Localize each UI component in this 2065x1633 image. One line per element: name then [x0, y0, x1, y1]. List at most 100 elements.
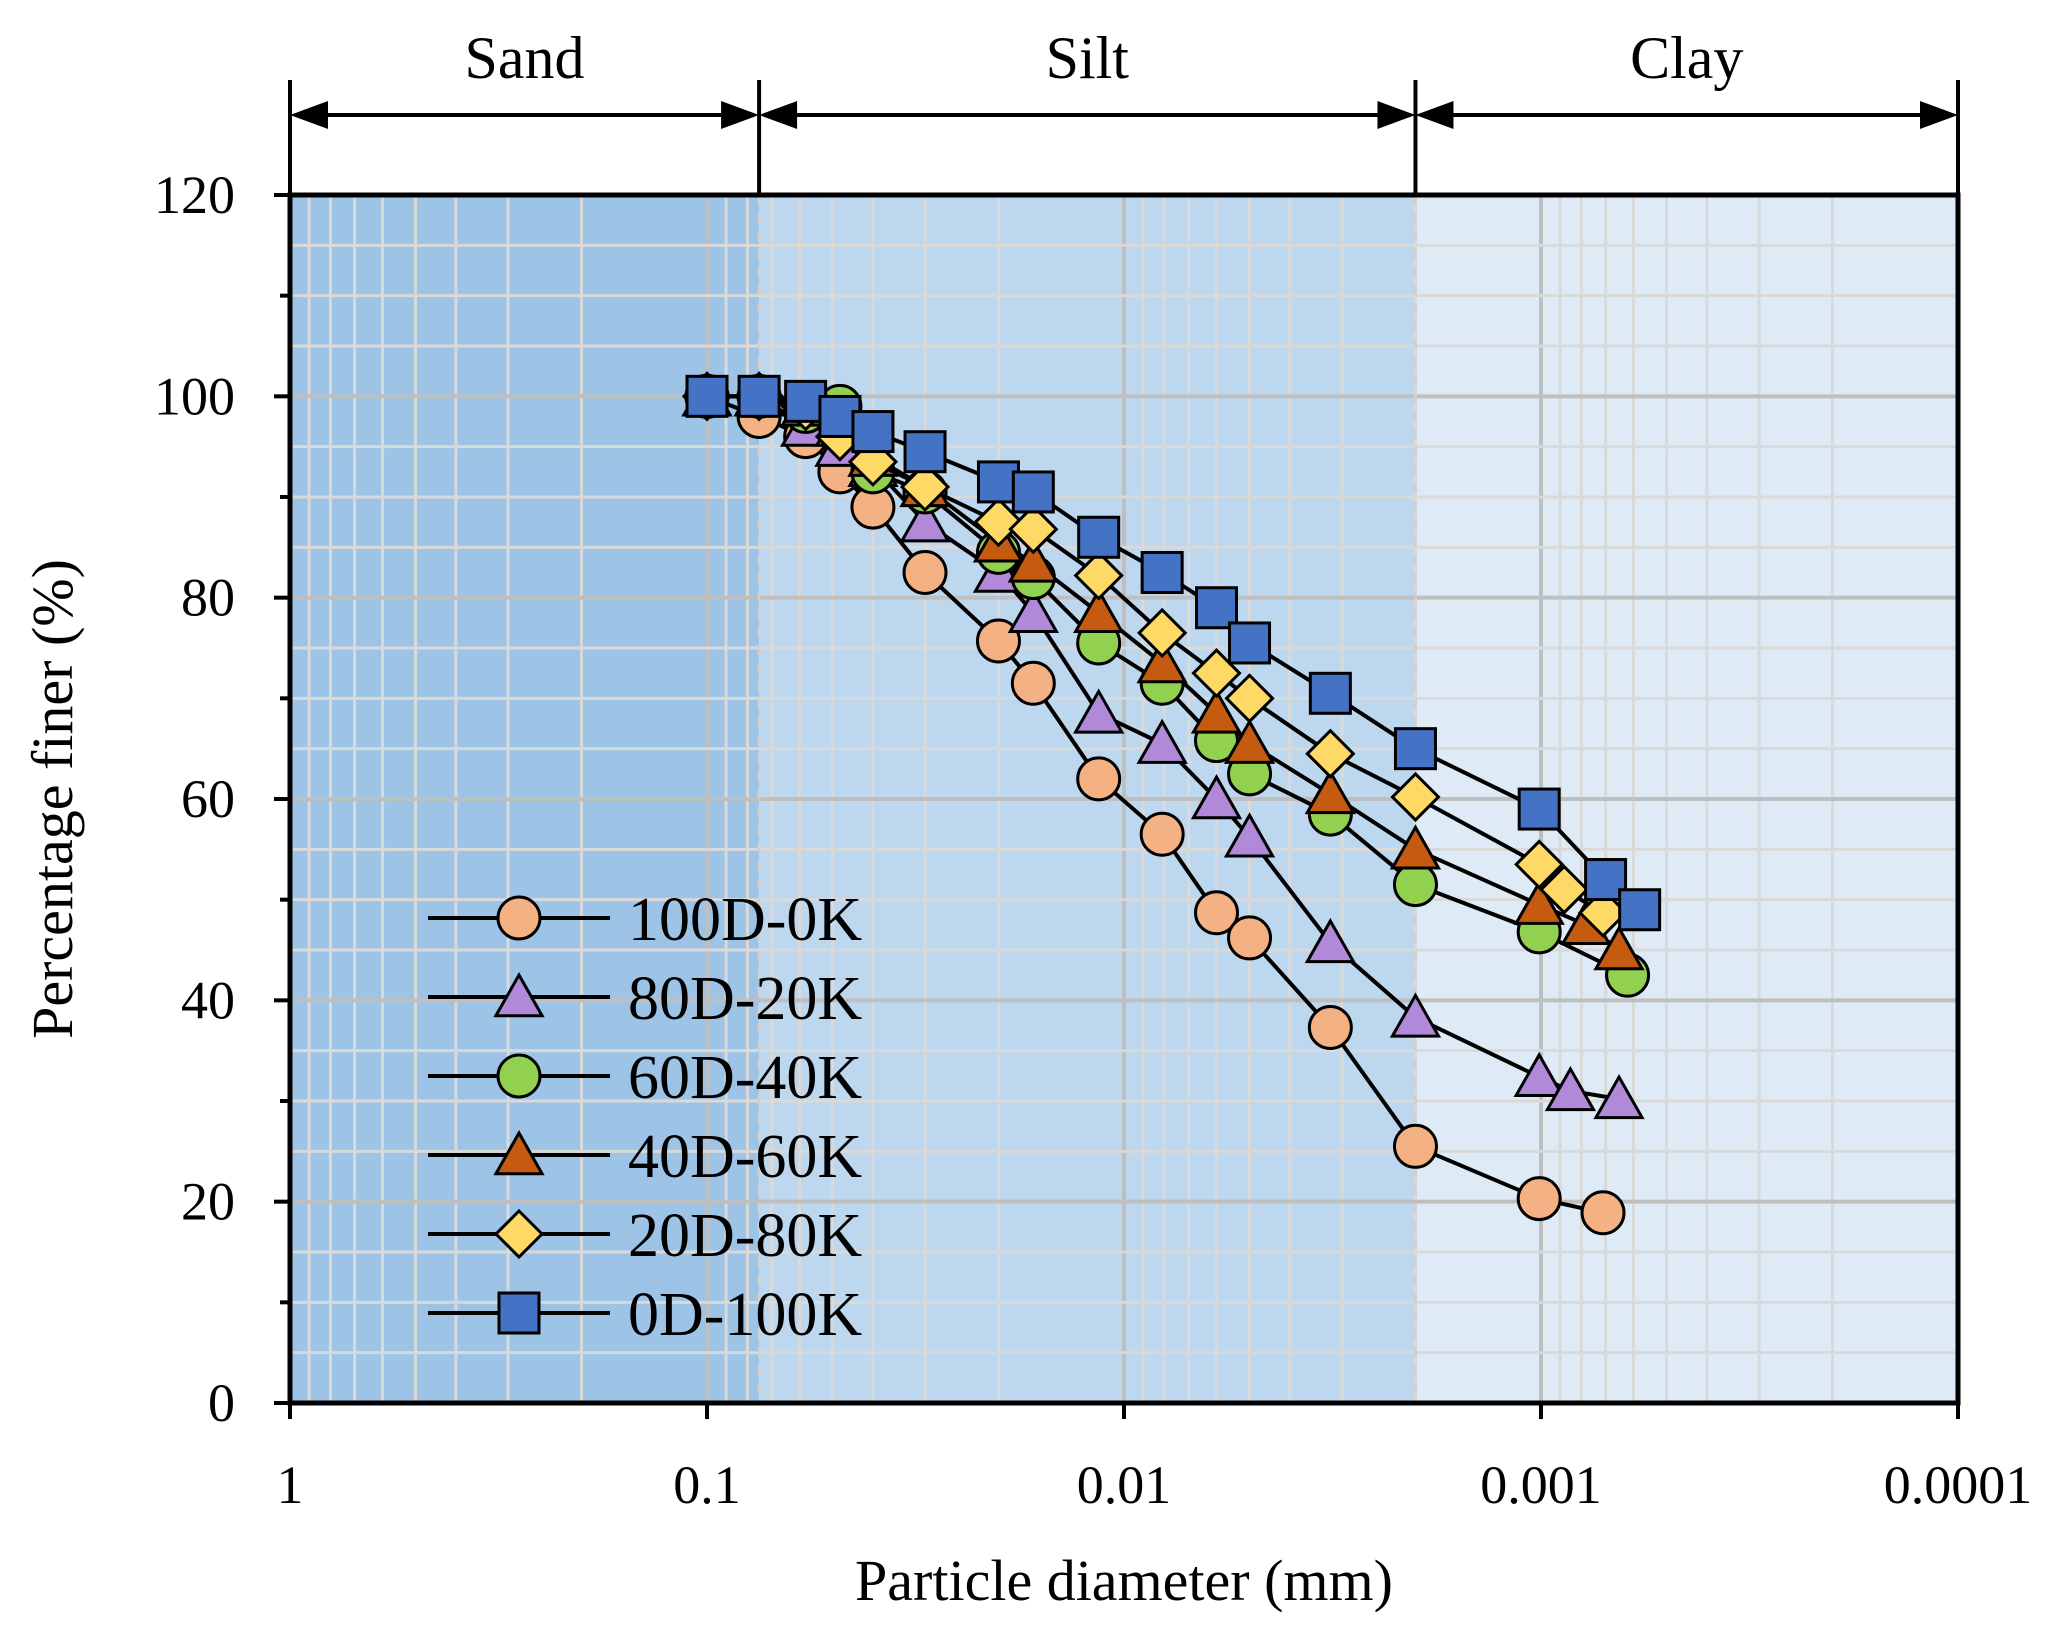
- series-40d-60k-point: [1223, 718, 1276, 764]
- soil-zone-dimension-bar: Sand Silt Clay: [288, 25, 1960, 195]
- series-100d-0k-point: [975, 618, 1021, 664]
- series-0d-100k-point: [1308, 671, 1352, 715]
- data-series: [681, 371, 1662, 1236]
- zone-silt-arrow-right: [1377, 101, 1416, 129]
- legend-label: 80D-20K: [628, 965, 862, 1033]
- zone-silt-label: Silt: [1046, 25, 1130, 91]
- legend-item-60d-40k: 60D-40K: [428, 1044, 862, 1112]
- legend-marker: [496, 1053, 542, 1099]
- series-100d-0k-point: [1307, 1005, 1353, 1051]
- zone-sand-arrow-right: [721, 101, 760, 129]
- series-40d-60k-point: [1304, 768, 1357, 815]
- legend: 100D-0K 80D-20K 60D-40K 40D-60K 20D-80K 0D-10…: [428, 886, 862, 1349]
- zone-clay-arrow-left: [1415, 101, 1454, 129]
- series-0d-100k-point: [851, 410, 895, 454]
- series-80d-20k-point: [1136, 718, 1188, 764]
- series-0d-100k-point: [1195, 586, 1239, 630]
- legend-label: 60D-40K: [628, 1044, 862, 1112]
- series-40d-60k-point: [1593, 924, 1645, 971]
- series-80d-20k-point: [1223, 812, 1276, 858]
- series-80d-20k-point: [1513, 1051, 1565, 1098]
- x-axis-title: Particle diameter (mm): [855, 1548, 1393, 1613]
- series-40d-60k-point: [1190, 688, 1243, 734]
- axis-ticks: 0 20 40 60 80 100 120 1 0.1 0.01 0.001 0.0001: [154, 165, 2032, 1515]
- zone-sand-arrow-left: [290, 101, 328, 129]
- legend-label: 100D-0K: [628, 886, 862, 954]
- series-20d-80k-point: [899, 461, 951, 513]
- legend-marker: [493, 1208, 545, 1260]
- series-20d-80k-point: [1191, 648, 1242, 699]
- legend-marker: [496, 895, 542, 941]
- series-100d-0k-point: [902, 550, 948, 595]
- series-100d-0k-point: [1010, 660, 1056, 706]
- zone-sand-label: Sand: [465, 25, 585, 91]
- series-100d-0k-point: [1392, 1123, 1438, 1169]
- series-20d-80k-point: [1137, 607, 1188, 659]
- series-80d-20k-point: [1190, 773, 1243, 820]
- series-20d-80k-point: [1008, 504, 1059, 555]
- series-40d-60k-point: [1136, 638, 1188, 684]
- series-100d-0k-point: [1516, 1176, 1562, 1222]
- series-100d-0k-point: [1139, 811, 1185, 857]
- x-tick-label: 0.1: [673, 1455, 741, 1515]
- x-tick-label: 1: [277, 1455, 304, 1515]
- series-20d-80k-point: [1073, 550, 1124, 601]
- series-40d-60k-point: [1007, 537, 1059, 583]
- legend-item-20d-80k: 20D-80K: [428, 1202, 862, 1270]
- legend-marker: [493, 971, 545, 1018]
- series-80d-20k-point: [1389, 992, 1442, 1038]
- series-20d-80k-point: [1224, 673, 1275, 724]
- y-tick-label: 0: [208, 1373, 235, 1433]
- series-0d-100k-point: [1140, 551, 1184, 594]
- gridlines: [290, 195, 1960, 1403]
- series-80d-20k-point: [1007, 587, 1059, 633]
- series-20d-80k-point: [973, 497, 1024, 548]
- series-0d-100k-point: [1011, 470, 1055, 514]
- legend-item-100d-0k: 100D-0K: [428, 886, 862, 954]
- series-0d-100k-point: [903, 430, 947, 474]
- y-tick-label: 20: [181, 1172, 235, 1232]
- series-0d-100k-point: [737, 374, 781, 418]
- series-40d-60k-point: [1513, 879, 1565, 925]
- legend-label: 0D-100K: [628, 1281, 862, 1349]
- series-100d-0k-point: [1227, 915, 1273, 961]
- series-20d-80k-point: [1305, 728, 1356, 779]
- series-0d-100k-point: [1393, 727, 1437, 771]
- series-100d-0k-point: [1076, 756, 1122, 802]
- series-0d-100k-point: [1228, 621, 1272, 665]
- series-80d-20k-point: [899, 497, 951, 543]
- legend-item-0d-100k: 0D-100K: [428, 1281, 862, 1349]
- series-80d-20k-point: [1073, 688, 1125, 734]
- series-80d-20k-point: [1593, 1073, 1645, 1120]
- series-20d-80k-point: [1514, 839, 1565, 890]
- y-tick-label: 120: [154, 165, 235, 225]
- series-100d-0k-point: [1194, 890, 1240, 936]
- x-tick-label: 0.001: [1480, 1455, 1602, 1515]
- series-0d-100k-point: [1077, 515, 1121, 559]
- series-0d-100k-point: [685, 374, 729, 418]
- y-tick-label: 40: [181, 970, 235, 1030]
- series-80d-20k-point: [1544, 1065, 1597, 1112]
- series-0d-100k: [685, 374, 1662, 932]
- y-axis-title: Percentage finer (%): [20, 559, 85, 1039]
- series-0d-100k-point: [1618, 888, 1662, 932]
- series-40d-60k-point: [1073, 587, 1125, 633]
- y-tick-label: 100: [154, 366, 235, 426]
- legend-label: 40D-60K: [628, 1123, 862, 1191]
- series-80d-20k-point: [1304, 917, 1357, 964]
- legend-label: 20D-80K: [628, 1202, 862, 1270]
- x-tick-label: 0.01: [1077, 1455, 1172, 1515]
- series-20d-80k-point: [1390, 771, 1441, 823]
- legend-item-40d-60k: 40D-60K: [428, 1123, 862, 1191]
- series-20d-80k-point: [1539, 864, 1590, 915]
- zone-clay-label: Clay: [1630, 25, 1743, 91]
- series-40d-60k-point: [1389, 824, 1442, 870]
- series-0d-100k-point: [1517, 787, 1561, 831]
- zone-clay-arrow-right: [1920, 101, 1958, 129]
- series-0d-100k-point: [976, 460, 1020, 504]
- x-tick-label: 0.0001: [1884, 1455, 2033, 1515]
- series-100d-0k-point: [1580, 1190, 1626, 1236]
- legend-item-80d-20k: 80D-20K: [428, 965, 862, 1033]
- legend-marker: [493, 1129, 545, 1176]
